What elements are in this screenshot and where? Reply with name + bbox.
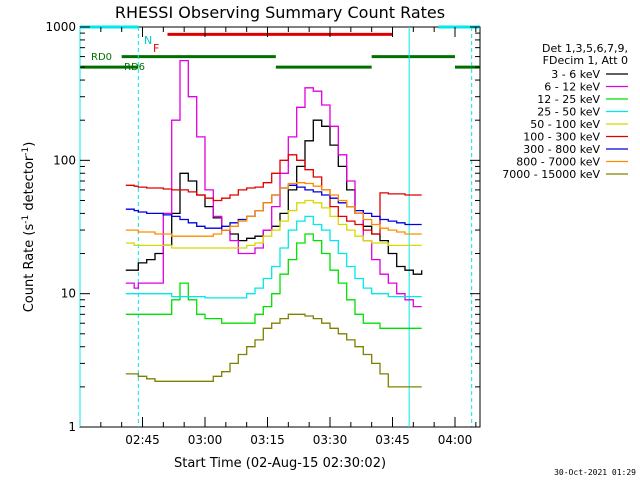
legend-label-7: 800 - 7000 keV xyxy=(516,156,600,169)
y-axis-label-part2: detector xyxy=(22,155,37,215)
series-line-8 xyxy=(125,313,422,388)
legend-label-6: 300 - 800 keV xyxy=(523,143,600,156)
x-tick-label-3: 03:30 xyxy=(313,433,348,447)
flag-label-rd0: RD0 xyxy=(91,52,112,63)
legend-header-1: Det 1,3,5,6,7,9, xyxy=(542,42,628,55)
y-axis-label-sup2: -1 xyxy=(21,147,31,156)
series-line-2 xyxy=(125,233,422,329)
y-axis-label-part3: ) xyxy=(22,142,37,147)
legend-label-3: 25 - 50 keV xyxy=(537,106,600,119)
x-tick-label-2: 03:15 xyxy=(250,433,285,447)
timestamp: 30-Oct-2021 01:29 xyxy=(554,468,636,477)
y-tick-label-2: 100 xyxy=(53,153,76,167)
legend-label-4: 50 - 100 keV xyxy=(530,118,600,131)
series-line-5 xyxy=(125,154,422,235)
legend: Det 1,3,5,6,7,9, FDecim 1, Att 0 3 - 6 k… xyxy=(502,42,628,181)
series-line-4 xyxy=(125,199,422,249)
legend-header-2: FDecim 1, Att 0 xyxy=(543,54,628,67)
series-group xyxy=(125,59,423,388)
flag-label-n: N xyxy=(144,34,152,47)
x-tick-label-1: 03:00 xyxy=(188,433,223,447)
y-axis-label-sup1: -1 xyxy=(21,215,31,224)
y-tick-label-0: 1 xyxy=(68,420,76,434)
y-axis-label-part1: Count Rate (s xyxy=(22,224,37,313)
series-line-7 xyxy=(125,182,422,237)
legend-label-2: 12 - 25 keV xyxy=(537,93,600,106)
y-axis-label: Count Rate (s-1 detector-1) xyxy=(21,142,37,313)
legend-label-1: 6 - 12 keV xyxy=(544,81,600,94)
chart-title: RHESSI Observing Summary Count Rates xyxy=(115,3,445,22)
y-tick-label-3: 1000 xyxy=(45,20,76,34)
series-line-3 xyxy=(125,215,422,299)
x-tick-label-4: 03:45 xyxy=(375,433,410,447)
flag-label-f: F xyxy=(153,42,159,55)
x-axis-label: Start Time (02-Aug-15 02:30:02) xyxy=(174,456,386,471)
attenuator-lines xyxy=(79,27,473,427)
x-tick-label-0: 02:45 xyxy=(125,433,160,447)
legend-label-8: 7000 - 15000 keV xyxy=(502,168,600,181)
legend-label-5: 100 - 300 keV xyxy=(523,131,600,144)
y-tick-label-1: 10 xyxy=(61,287,76,301)
series-line-0 xyxy=(125,119,423,275)
axis-ticks: 1 10 100 1000 02:45 03:00 03:15 03:30 03:45 04:00 xyxy=(45,20,480,447)
series-line-1 xyxy=(125,59,422,308)
flag-label-rd6: RD6 xyxy=(124,62,145,73)
legend-label-0: 3 - 6 keV xyxy=(551,68,600,81)
x-tick-label-5: 04:00 xyxy=(438,433,473,447)
